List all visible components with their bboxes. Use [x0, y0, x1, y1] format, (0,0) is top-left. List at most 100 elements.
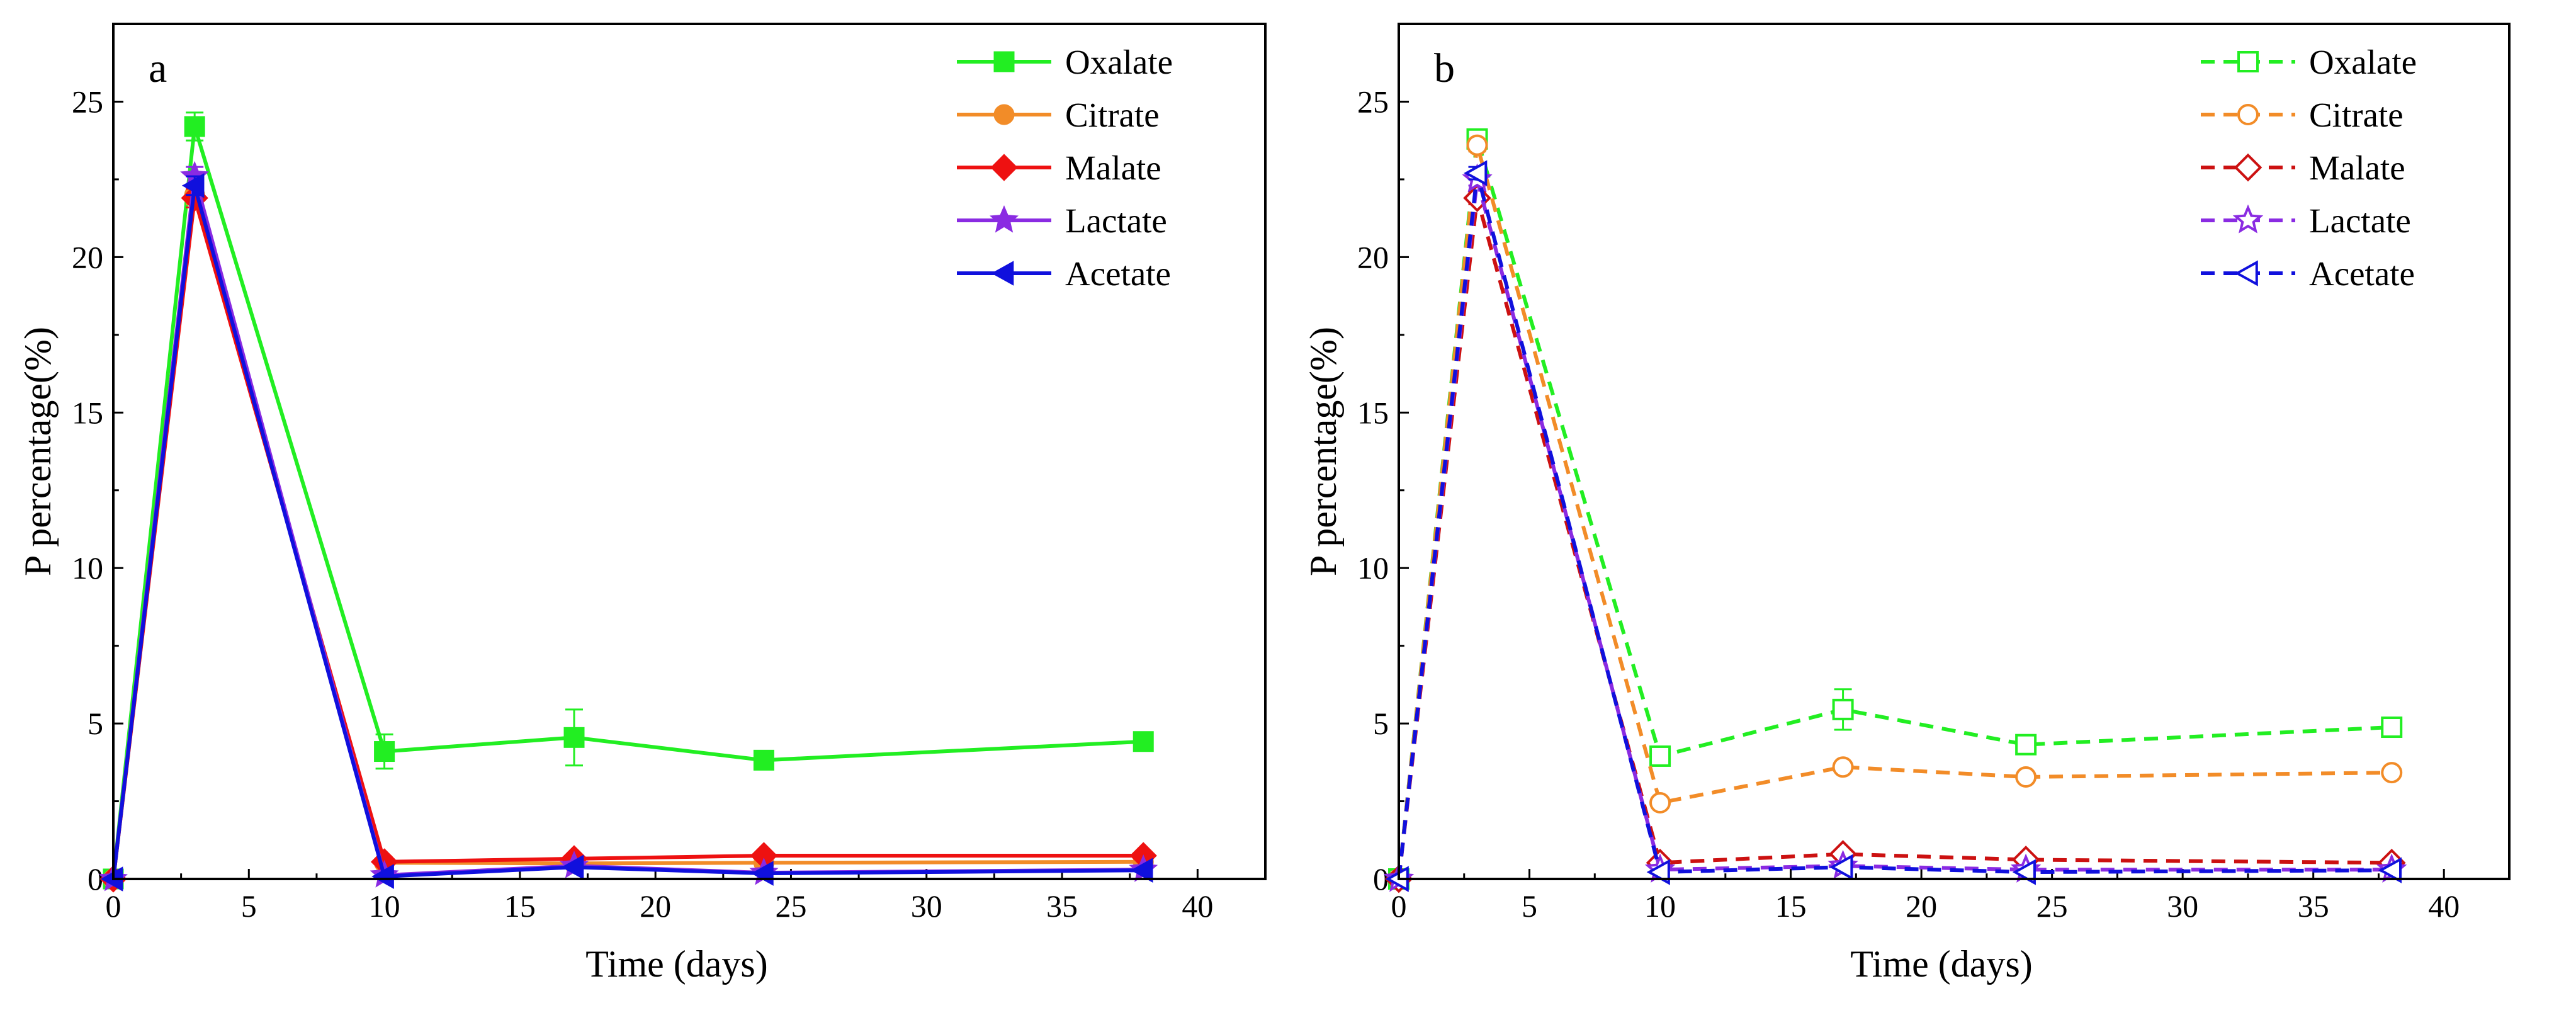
legend-marker — [2237, 51, 2259, 72]
y-axis-title: P percentage(%) — [1302, 327, 1344, 576]
data-point — [2012, 859, 2036, 885]
x-tick-label: 35 — [1046, 888, 1078, 924]
y-tick-label: 25 — [72, 84, 103, 119]
data-point — [184, 116, 205, 137]
legend-marker — [989, 205, 1019, 233]
legend-item-oxalate: Oxalate — [2201, 43, 2417, 81]
data-point — [1649, 792, 1671, 814]
data-point — [1133, 731, 1154, 752]
x-tick-label: 0 — [1391, 888, 1407, 924]
x-tick-label: 10 — [1644, 888, 1676, 924]
data-point — [1646, 859, 1670, 885]
series-line-acetate — [1397, 171, 2392, 880]
data-point — [2378, 857, 2402, 883]
series-line-acetate — [111, 183, 1144, 880]
legend-label: Lactate — [1065, 201, 1167, 240]
data-point — [2381, 762, 2403, 784]
data-point — [1829, 854, 1853, 880]
x-tick-label: 0 — [106, 888, 121, 924]
legend-marker — [2234, 260, 2258, 286]
legend-label: Malate — [2309, 149, 2405, 187]
x-tick-label: 30 — [2167, 888, 2198, 924]
legend-label: Oxalate — [2309, 43, 2417, 81]
y-tick-label: 20 — [1357, 239, 1389, 275]
x-tick-label: 5 — [241, 888, 257, 924]
series-acetate — [100, 173, 1153, 892]
series-oxalate — [103, 111, 1154, 890]
data-point — [2015, 734, 2037, 756]
x-tick-label: 15 — [1775, 888, 1807, 924]
data-point — [371, 864, 394, 889]
series-acetate — [1385, 160, 2402, 892]
data-point — [1466, 134, 1488, 156]
legend-label: Citrate — [2309, 96, 2404, 134]
series-citrate — [1388, 134, 2403, 890]
x-axis-title: Time (days) — [1850, 943, 2032, 985]
x-axis-title: Time (days) — [585, 943, 767, 985]
y-tick-label: 15 — [72, 395, 103, 430]
data-point — [561, 854, 584, 880]
series-oxalate — [1388, 128, 2403, 890]
x-tick-label: 30 — [911, 888, 942, 924]
y-tick-label: 15 — [1357, 395, 1389, 430]
y-tick-label: 10 — [72, 550, 103, 586]
series-malate — [99, 184, 1157, 893]
data-point — [1832, 698, 1854, 720]
series-citrate — [103, 184, 1154, 890]
legend-marker — [993, 51, 1015, 72]
legend-label: Oxalate — [1065, 43, 1173, 81]
x-tick-label: 25 — [775, 888, 806, 924]
series-malate — [1384, 184, 2406, 893]
series-line-oxalate — [1397, 137, 2392, 880]
legend-item-acetate: Acetate — [2201, 254, 2415, 293]
y-tick-label: 25 — [1357, 84, 1389, 119]
legend-label: Malate — [1065, 149, 1161, 187]
legend-item-malate: Malate — [2201, 149, 2405, 187]
legend-item-acetate: Acetate — [957, 254, 1171, 293]
legend-marker — [990, 154, 1018, 181]
series-line-malate — [111, 196, 1144, 880]
legend-label: Citrate — [1065, 96, 1160, 134]
legend-item-lactate: Lactate — [957, 201, 1167, 240]
data-point — [563, 727, 585, 748]
data-point — [753, 749, 774, 771]
legend-item-oxalate: Oxalate — [957, 43, 1173, 81]
y-axis-title: P percentage(%) — [17, 327, 59, 576]
x-tick-label: 15 — [504, 888, 536, 924]
legend-item-citrate: Citrate — [957, 96, 1160, 134]
plot-frame — [1398, 23, 2511, 880]
x-tick-label: 40 — [2428, 888, 2460, 924]
data-point — [181, 173, 205, 198]
legend-marker — [2232, 204, 2264, 234]
legend-marker — [991, 261, 1014, 286]
y-tick-label: 5 — [88, 706, 103, 741]
series-line-citrate — [111, 193, 1144, 880]
data-point — [374, 741, 395, 762]
y-tick-label: 20 — [72, 239, 103, 275]
y-tick-label: 5 — [1373, 706, 1389, 741]
x-tick-label: 40 — [1182, 888, 1213, 924]
x-tick-label: 20 — [1906, 888, 1937, 924]
series-line-oxalate — [111, 125, 1144, 880]
legend-label: Lactate — [2309, 201, 2411, 240]
data-point — [1832, 756, 1854, 778]
legend-marker — [993, 104, 1015, 125]
legend: Oxalate Citrate Malate Lactate Acetate — [957, 43, 1173, 293]
legend-item-citrate: Citrate — [2201, 96, 2404, 134]
data-point — [1130, 858, 1153, 883]
x-tick-label: 25 — [2037, 888, 2068, 924]
legend-marker — [2234, 153, 2262, 182]
data-point — [2015, 766, 2037, 788]
plot-frame — [112, 23, 1267, 880]
data-point — [2381, 717, 2403, 739]
panel-label: b — [1434, 45, 1455, 91]
x-tick-label: 35 — [2298, 888, 2329, 924]
x-tick-label: 10 — [369, 888, 400, 924]
series-line-lactate — [111, 174, 1144, 880]
series-line-malate — [1397, 196, 2392, 880]
y-tick-label: 10 — [1357, 550, 1389, 586]
data-point — [1649, 745, 1671, 767]
